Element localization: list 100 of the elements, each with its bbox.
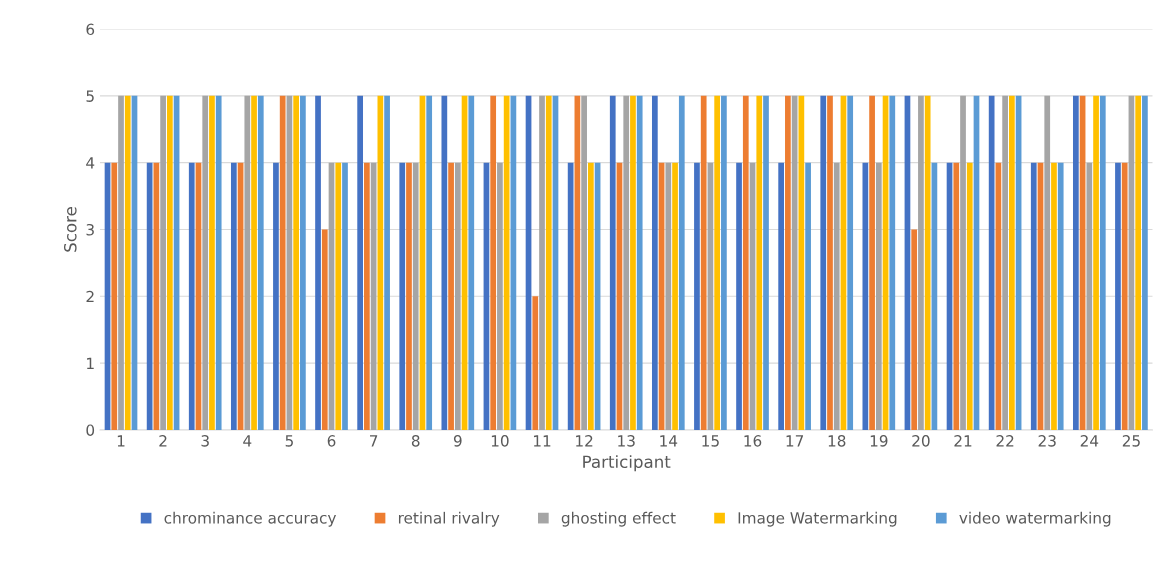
x-tick-label: 18 bbox=[828, 435, 846, 447]
x-tick-label: 2 bbox=[159, 435, 167, 447]
bar bbox=[545, 95, 552, 430]
bar bbox=[911, 229, 918, 430]
x-tick-label: 24 bbox=[1080, 435, 1099, 447]
bar bbox=[146, 162, 153, 430]
legend-label: Image Watermarking bbox=[738, 511, 897, 527]
bar bbox=[630, 95, 636, 430]
bar bbox=[700, 95, 707, 430]
bar bbox=[798, 95, 805, 430]
bar bbox=[581, 95, 587, 430]
bar bbox=[1086, 162, 1093, 430]
legend-label: chrominance accuracy bbox=[164, 511, 337, 527]
legend-label: ghosting effect bbox=[561, 511, 676, 527]
bar bbox=[778, 162, 785, 430]
bar bbox=[321, 229, 328, 430]
bar bbox=[869, 95, 875, 430]
legend-label: retinal rivalry bbox=[398, 511, 500, 527]
bar bbox=[756, 95, 763, 430]
x-tick-label: 9 bbox=[453, 435, 462, 447]
bar bbox=[875, 162, 882, 430]
x-tick-label: 22 bbox=[996, 435, 1014, 447]
x-axis-title: Participant bbox=[583, 455, 671, 472]
bar bbox=[636, 95, 643, 430]
bar bbox=[454, 162, 461, 430]
bar bbox=[118, 95, 124, 430]
bar bbox=[918, 95, 924, 430]
y-tick-label: 5 bbox=[86, 90, 94, 102]
legend-label: video watermarking bbox=[959, 511, 1111, 527]
x-tick-label: 19 bbox=[870, 435, 888, 447]
bar bbox=[160, 95, 166, 430]
y-tick-label: 0 bbox=[86, 424, 95, 436]
bar bbox=[209, 95, 215, 430]
bar bbox=[651, 95, 658, 430]
bar bbox=[953, 162, 960, 430]
bar bbox=[742, 95, 749, 430]
y-tick-label: 3 bbox=[86, 223, 94, 236]
bar bbox=[257, 95, 264, 430]
bar bbox=[441, 95, 448, 430]
bar bbox=[124, 95, 131, 430]
bar bbox=[587, 162, 594, 430]
bar bbox=[1057, 162, 1064, 430]
bar bbox=[665, 162, 672, 430]
bar bbox=[847, 95, 854, 430]
x-tick-label: 5 bbox=[285, 435, 293, 447]
bar bbox=[384, 95, 390, 430]
bar bbox=[1030, 162, 1037, 430]
bar bbox=[468, 95, 475, 430]
y-tick-label: 4 bbox=[86, 157, 95, 169]
bar bbox=[399, 162, 406, 430]
bar bbox=[364, 162, 370, 430]
x-tick-label: 15 bbox=[702, 435, 719, 447]
bar bbox=[335, 162, 342, 430]
bar bbox=[785, 95, 791, 430]
bar bbox=[820, 95, 827, 430]
bar bbox=[503, 95, 510, 430]
bar bbox=[827, 95, 833, 430]
y-tick-label: 6 bbox=[86, 23, 95, 36]
bar bbox=[966, 162, 973, 430]
x-tick-label: 6 bbox=[327, 435, 336, 447]
bar bbox=[539, 95, 545, 430]
bar bbox=[273, 162, 279, 430]
x-tick-label: 16 bbox=[744, 435, 762, 447]
bar bbox=[426, 95, 433, 430]
y-tick-label: 2 bbox=[86, 290, 94, 303]
bar bbox=[215, 95, 222, 430]
bar bbox=[532, 296, 539, 430]
x-tick-label: 7 bbox=[370, 435, 378, 447]
bar bbox=[497, 162, 503, 430]
bar bbox=[244, 95, 251, 430]
bar bbox=[805, 162, 811, 430]
y-tick-label: 1 bbox=[87, 357, 94, 369]
bar bbox=[111, 162, 118, 430]
bar bbox=[763, 95, 769, 430]
bar bbox=[1002, 95, 1008, 430]
x-tick-label: 12 bbox=[576, 435, 593, 447]
bar bbox=[279, 95, 286, 430]
bar bbox=[1093, 95, 1099, 430]
bar bbox=[1044, 95, 1051, 430]
bar bbox=[166, 95, 173, 430]
x-tick-label: 20 bbox=[912, 435, 930, 447]
bar bbox=[988, 95, 995, 430]
bar bbox=[678, 95, 685, 430]
x-tick-label: 3 bbox=[201, 435, 209, 447]
bar bbox=[623, 95, 630, 430]
bar bbox=[315, 95, 321, 430]
x-tick-label: 8 bbox=[411, 435, 420, 447]
bar bbox=[694, 162, 700, 430]
bar bbox=[609, 95, 616, 430]
bar bbox=[202, 95, 209, 430]
x-tick-label: 23 bbox=[1038, 435, 1056, 447]
bar bbox=[924, 95, 931, 430]
bar bbox=[1009, 95, 1015, 430]
bar bbox=[736, 162, 742, 430]
bar bbox=[357, 95, 364, 430]
bar bbox=[230, 162, 237, 430]
bar bbox=[960, 95, 966, 430]
bar bbox=[251, 95, 257, 430]
bar bbox=[300, 95, 306, 430]
bar bbox=[1115, 162, 1121, 430]
